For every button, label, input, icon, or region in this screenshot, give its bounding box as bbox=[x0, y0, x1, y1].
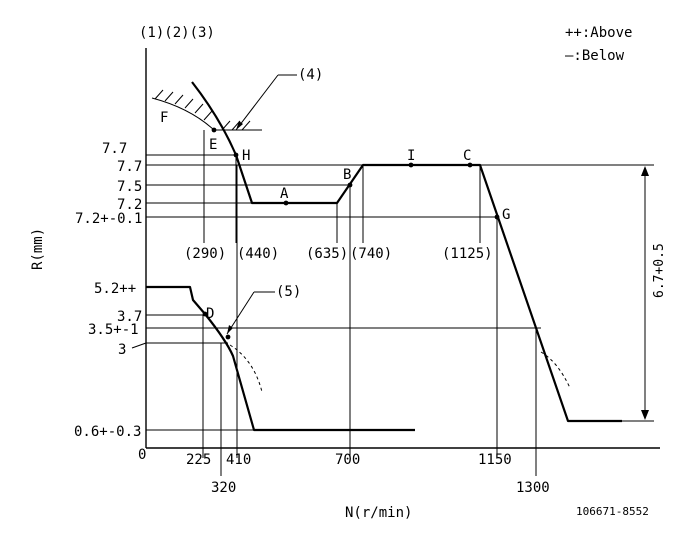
legend-below: —:Below bbox=[565, 48, 625, 64]
callout-4 bbox=[235, 74, 297, 131]
y-tick-3.5-tol: 3.5+-1 bbox=[88, 322, 139, 338]
x-tick-225: 225 bbox=[186, 452, 211, 468]
callout-4-label: (4) bbox=[298, 67, 323, 83]
x-tick-320: 320 bbox=[211, 480, 236, 496]
x-tick-700: 700 bbox=[335, 452, 360, 468]
y-tick-5.2: 5.2++ bbox=[94, 281, 136, 297]
axes bbox=[145, 48, 660, 449]
lower-curve bbox=[146, 285, 415, 432]
point-F: F bbox=[160, 110, 168, 126]
callout-5-label: (5) bbox=[276, 284, 301, 300]
origin-label: 0 bbox=[138, 447, 146, 463]
reference-number: 106671-8552 bbox=[576, 505, 649, 518]
point-C: C bbox=[463, 148, 471, 164]
y-tick-7.7a: 7.7 bbox=[102, 141, 127, 157]
y-tick-7.7b: 7.7 bbox=[117, 159, 142, 175]
x-paren-740: (740) bbox=[350, 246, 392, 262]
y-tick-7.2: 7.2 bbox=[117, 197, 142, 213]
point-markers bbox=[202, 127, 500, 340]
x-axis-label: N(r/min) bbox=[345, 505, 412, 521]
y-tick-7.5: 7.5 bbox=[117, 179, 142, 195]
point-E: E bbox=[209, 137, 217, 153]
y-axis-label: R(mm) bbox=[30, 228, 46, 270]
x-paren-1125: (1125) bbox=[442, 246, 493, 262]
point-B: B bbox=[343, 167, 351, 183]
x-paren-635: (635) bbox=[306, 246, 348, 262]
y-tick-0.6-tol: 0.6+-0.3 bbox=[74, 424, 141, 440]
hatched-boundary bbox=[151, 89, 262, 131]
span-dimension bbox=[641, 166, 649, 420]
y-tick-3: 3 bbox=[118, 342, 126, 358]
x-reference-lines bbox=[202, 130, 537, 476]
span-label: 6.7+0.5 bbox=[652, 243, 667, 298]
y-tick-7.2-tol: 7.2+-0.1 bbox=[75, 211, 142, 227]
y-reference-lines bbox=[146, 154, 654, 431]
point-H: H bbox=[242, 148, 250, 164]
point-I: I bbox=[407, 148, 415, 164]
x-tick-1300: 1300 bbox=[516, 480, 550, 496]
x-tick-410: 410 bbox=[226, 452, 251, 468]
x-paren-440: (440) bbox=[237, 246, 279, 262]
x-tick-1150: 1150 bbox=[478, 452, 512, 468]
callout-5 bbox=[226, 291, 275, 335]
y-tick-3.7: 3.7 bbox=[117, 309, 142, 325]
top-left-label: (1)(2)(3) bbox=[139, 25, 215, 41]
point-G: G bbox=[502, 207, 510, 223]
x-paren-290: (290) bbox=[184, 246, 226, 262]
point-D: D bbox=[206, 306, 214, 322]
point-A: A bbox=[280, 186, 289, 202]
legend-above: ++:Above bbox=[565, 25, 632, 41]
